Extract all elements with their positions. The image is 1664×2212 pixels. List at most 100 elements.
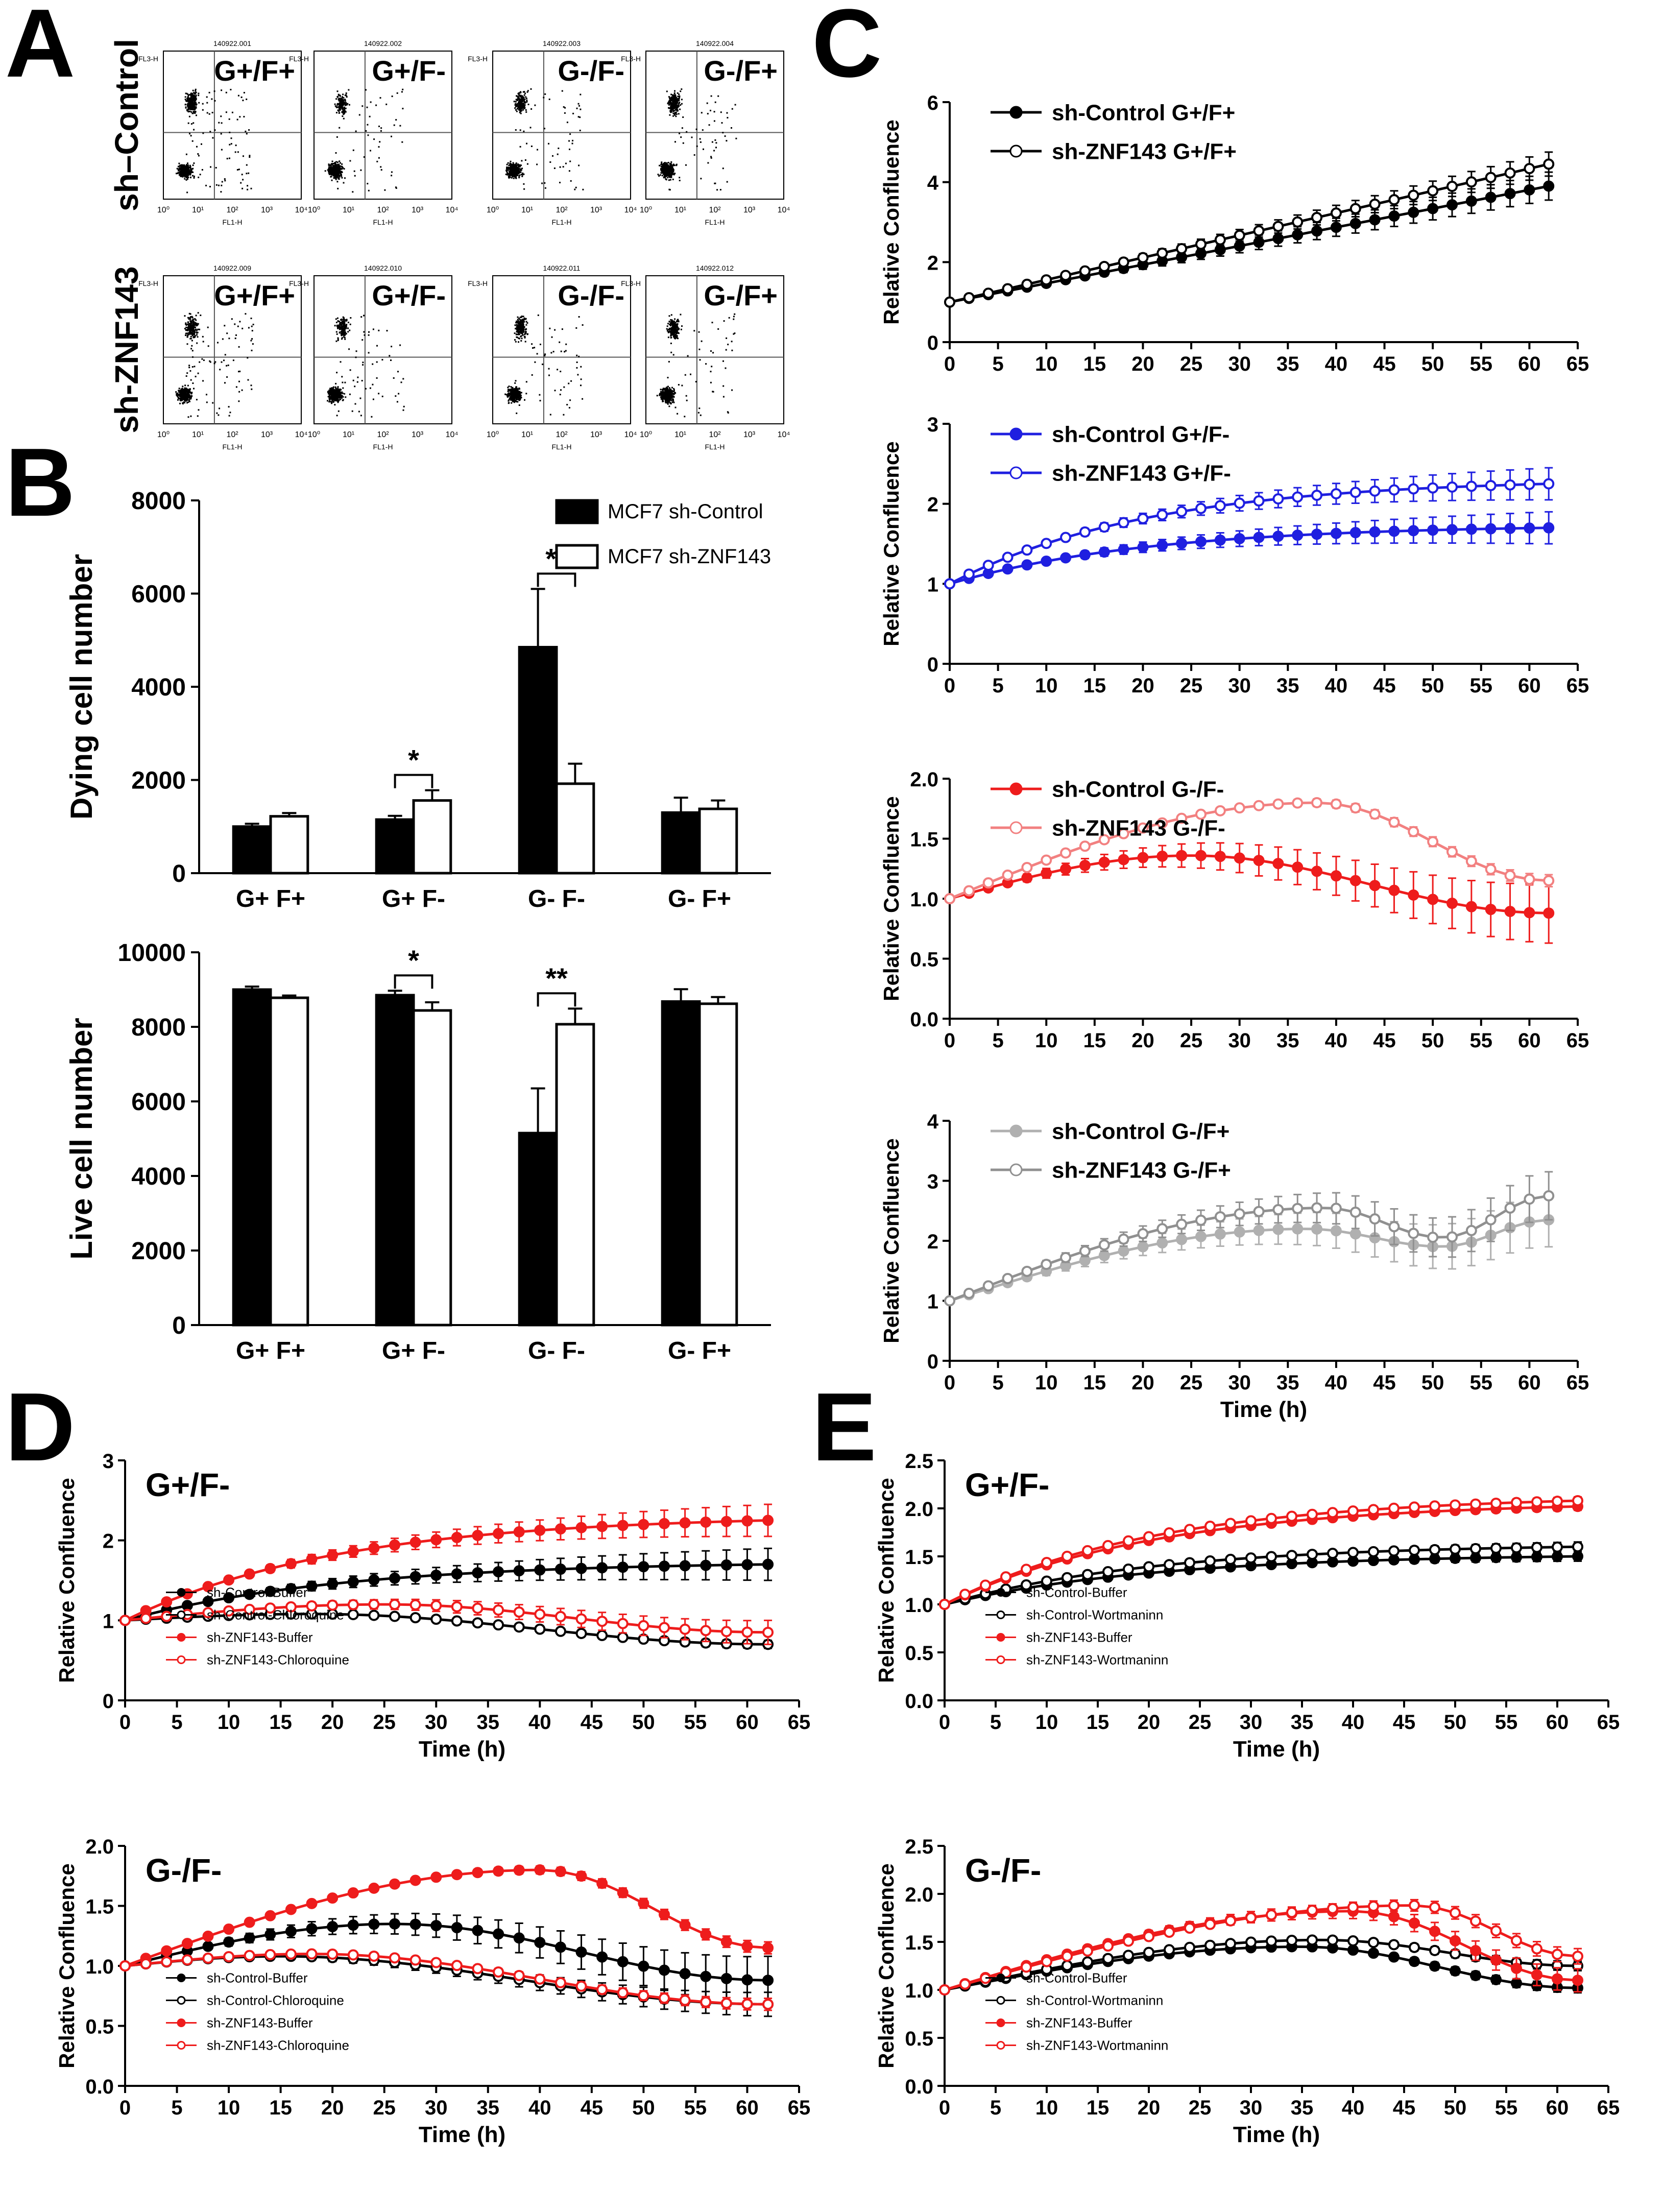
data-point — [1002, 551, 1014, 563]
flow-x-tick: 10⁰ — [487, 430, 499, 439]
legend-swatch — [555, 544, 599, 569]
data-point — [1184, 1524, 1195, 1535]
bar — [698, 807, 738, 875]
legend-marker — [996, 1655, 1005, 1664]
data-point — [1504, 167, 1516, 179]
data-point — [1176, 1218, 1188, 1230]
flow-x-tick: 10³ — [412, 206, 424, 214]
flow-x-tick: 10⁴ — [624, 206, 637, 214]
x-tick-label: 45 — [1373, 1029, 1396, 1052]
data-point — [762, 1514, 774, 1526]
data-point — [327, 1549, 339, 1561]
data-point — [493, 1528, 504, 1540]
data-point — [1118, 256, 1129, 268]
data-point — [1060, 847, 1072, 859]
data-point — [959, 1978, 971, 1990]
x-tick-label: 60 — [1518, 353, 1541, 375]
data-point — [617, 1618, 629, 1629]
x-tick-label: 0 — [119, 1711, 131, 1734]
legend-marker — [996, 1633, 1005, 1642]
data-point — [202, 1596, 214, 1607]
data-point — [1292, 861, 1304, 873]
x-tick-label: 40 — [1325, 675, 1348, 697]
series-sh-ZNF143-Wortmaninn — [939, 1495, 1583, 1610]
data-point — [659, 1622, 670, 1633]
data-point — [1327, 1548, 1338, 1559]
y-tick-label: 4000 — [131, 674, 186, 701]
data-point — [720, 1998, 732, 2009]
x-tick-label: 50 — [1421, 1029, 1444, 1052]
x-tick-label: 5 — [992, 1029, 1003, 1052]
data-point — [1098, 521, 1110, 533]
bar — [661, 1000, 701, 1327]
data-point — [161, 1945, 173, 1957]
legend-label: sh-Control-Chloroquine — [207, 1607, 344, 1623]
data-point — [1485, 172, 1497, 183]
x-tick-label: 10 — [1035, 1372, 1058, 1394]
data-point — [1000, 1571, 1011, 1583]
data-point — [1311, 528, 1323, 540]
legend-label: sh-Control G+/F+ — [1052, 100, 1235, 125]
data-point — [1524, 163, 1535, 175]
data-point — [513, 1526, 525, 1538]
bar — [661, 811, 701, 875]
data-point — [306, 1923, 318, 1935]
data-point — [285, 1601, 297, 1613]
x-tick-label: 50 — [1421, 675, 1444, 697]
series-sh-Control G-/F+ — [944, 1192, 1555, 1307]
data-point — [659, 1992, 670, 2004]
x-tick-label: 65 — [1566, 1372, 1589, 1394]
data-point — [575, 1613, 587, 1625]
significance-bracket — [537, 992, 576, 1007]
data-point — [1347, 1944, 1359, 1956]
data-point — [389, 1610, 400, 1622]
bar — [412, 1009, 452, 1327]
data-point — [762, 1558, 774, 1570]
data-point — [1272, 233, 1284, 245]
data-point — [1504, 870, 1516, 881]
data-point — [1485, 191, 1497, 203]
flow-y-label: FL3-H — [289, 279, 309, 287]
data-point — [1368, 1901, 1379, 1912]
data-point — [264, 1949, 276, 1960]
x-tick-label: G+ F+ — [236, 885, 305, 912]
data-point — [181, 1954, 193, 1966]
data-point — [1409, 1900, 1420, 1911]
data-point — [1176, 812, 1188, 824]
data-point — [1021, 872, 1033, 884]
panel-letter-e: E — [812, 1373, 877, 1481]
data-point — [1485, 863, 1497, 875]
bar-chart-B_live: 0 2000 4000 6000 8000 10000 Live cell number G+… — [64, 940, 771, 1364]
data-point — [1123, 1563, 1134, 1575]
data-point — [1552, 1973, 1563, 1985]
data-point — [1409, 1956, 1420, 1967]
data-point — [1349, 527, 1361, 539]
data-point — [1388, 1900, 1400, 1911]
x-tick-label: 15 — [1087, 2097, 1110, 2119]
x-tick-label: 30 — [425, 2097, 448, 2119]
data-point — [1102, 1566, 1114, 1578]
data-point — [264, 1585, 276, 1597]
data-point — [1225, 1553, 1236, 1565]
data-point — [575, 1562, 587, 1574]
legend-label: sh-ZNF143 G+/F- — [1052, 461, 1231, 486]
data-point — [1062, 1960, 1073, 1971]
data-point — [679, 1560, 691, 1572]
legend-label: sh-Control-Buffer — [1026, 1970, 1127, 1986]
series-sh-ZNF143-Buffer — [119, 1864, 774, 1971]
data-point — [1195, 536, 1207, 547]
x-tick-label: 10 — [1035, 1711, 1058, 1734]
x-tick-label: 60 — [736, 1711, 759, 1734]
data-point — [1118, 1245, 1129, 1257]
data-point — [1470, 1498, 1481, 1510]
y-tick-label: 1.5 — [905, 1546, 933, 1569]
y-tick-label: 8000 — [131, 488, 186, 515]
legend-marker — [1009, 1124, 1023, 1138]
data-point — [1311, 865, 1323, 877]
data-point — [368, 1918, 380, 1930]
x-tick-label: 5 — [171, 1711, 182, 1734]
flow-x-tick: 10⁰ — [157, 430, 170, 439]
x-tick-label: 20 — [321, 2097, 344, 2119]
x-tick-label: 5 — [990, 1711, 1001, 1734]
x-tick-label: 55 — [684, 1711, 707, 1734]
